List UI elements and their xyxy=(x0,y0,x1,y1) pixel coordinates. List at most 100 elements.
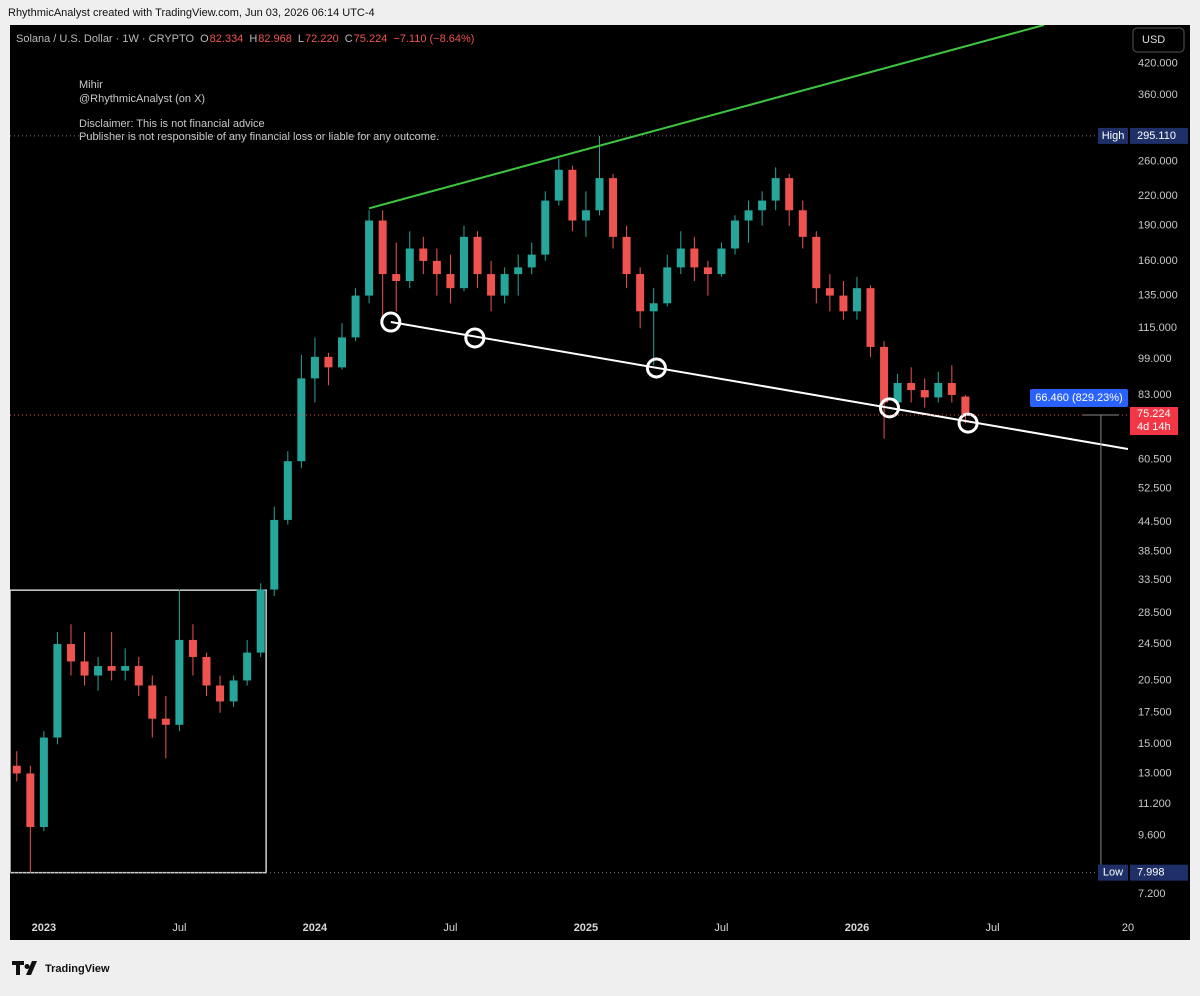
candle-body xyxy=(66,644,75,662)
low-value: 7.998 xyxy=(1137,867,1165,879)
last-price: 75.224 xyxy=(1137,408,1171,420)
candle-body xyxy=(202,656,211,686)
candle-body xyxy=(80,661,89,676)
candle-body xyxy=(907,382,916,391)
candle-body xyxy=(636,274,645,312)
legend-text: O xyxy=(200,33,209,45)
candle-body xyxy=(148,685,157,719)
candle-body xyxy=(283,461,292,520)
low-value-box xyxy=(1130,864,1188,881)
legend-text: H xyxy=(249,33,257,45)
candle-body xyxy=(365,220,374,296)
candle-body xyxy=(880,346,889,403)
y-tick-label: 7.200 xyxy=(1138,888,1166,900)
candle-body xyxy=(961,396,970,416)
candle-body xyxy=(216,685,225,702)
candle-body xyxy=(487,274,496,296)
y-tick-label: 11.200 xyxy=(1138,798,1171,810)
brand-logo xyxy=(12,961,37,975)
y-tick-label: 160.000 xyxy=(1138,255,1178,267)
y-tick-label: 190.000 xyxy=(1138,220,1178,232)
candle-body xyxy=(595,178,604,211)
candle-body xyxy=(473,236,482,275)
legend-text: C xyxy=(345,33,353,45)
note: @RhythmicAnalyst (on X) xyxy=(79,93,205,105)
candle-body xyxy=(825,288,834,296)
candle-body xyxy=(690,248,699,268)
candle-body xyxy=(459,236,468,289)
candle-body xyxy=(324,356,333,368)
y-tick-label: 44.500 xyxy=(1138,516,1172,528)
low-tag xyxy=(1098,864,1128,881)
currency-button[interactable] xyxy=(1132,27,1185,53)
y-tick-label: 38.500 xyxy=(1138,546,1172,558)
y-tick-label: 52.500 xyxy=(1138,482,1172,494)
trendline xyxy=(390,321,1128,450)
x-tick-label: 2024 xyxy=(303,922,328,934)
y-tick-label: 115.000 xyxy=(1138,322,1177,334)
candle-body xyxy=(649,303,658,312)
x-tick-label: 20 xyxy=(1122,922,1134,934)
candle-body xyxy=(541,200,550,255)
candle-body xyxy=(771,178,780,201)
currency: USD xyxy=(1142,34,1165,46)
y-tick-label: 24.500 xyxy=(1138,638,1172,650)
candle-body xyxy=(405,248,414,282)
candle-body xyxy=(798,210,807,237)
y-tick-label: 99.000 xyxy=(1138,353,1172,365)
y-tick-label: 260.000 xyxy=(1138,156,1178,168)
legend-text: −7.110 (−8.64%) xyxy=(393,33,474,45)
x-tick-label: 2025 xyxy=(574,922,598,934)
x-tick-label: 2023 xyxy=(32,922,56,934)
candle-body xyxy=(188,639,197,657)
candle-body xyxy=(229,680,238,702)
candle-body xyxy=(934,382,943,398)
y-tick-label: 83.000 xyxy=(1138,389,1172,401)
measure-label: 66.460 (829.23%) xyxy=(1035,392,1122,404)
y-tick-label: 15.000 xyxy=(1138,738,1172,750)
candle-body xyxy=(419,248,428,261)
candle-body xyxy=(731,220,740,249)
y-tick-label: 420.000 xyxy=(1138,58,1178,70)
candle-body xyxy=(378,220,387,275)
high-value: 295.110 xyxy=(1137,130,1176,142)
legend-text: Solana / U.S. Dollar · 1W · CRYPTO xyxy=(16,33,195,45)
candle-body xyxy=(446,274,455,289)
candle-body xyxy=(94,666,103,676)
x-tick-label: Jul xyxy=(985,922,999,934)
low-tag-label: Low xyxy=(1103,867,1123,879)
candle-body xyxy=(609,178,618,237)
candle-body xyxy=(256,589,265,653)
measure-label-box xyxy=(1030,389,1128,408)
candle-body xyxy=(866,288,875,347)
y-tick-label: 28.500 xyxy=(1138,607,1172,619)
legend-text: 72.220 xyxy=(305,33,339,45)
y-tick-label: 220.000 xyxy=(1138,190,1178,202)
x-tick-label: Jul xyxy=(172,922,186,934)
candle-body xyxy=(744,210,753,221)
candle-body xyxy=(270,519,279,590)
y-tick-label: 60.500 xyxy=(1138,453,1172,465)
brand: TradingView xyxy=(45,963,110,975)
candle-body xyxy=(663,267,672,304)
touch-point xyxy=(380,311,402,333)
candle-body xyxy=(161,718,170,725)
candle-body xyxy=(392,274,401,282)
legend-text: 82.968 xyxy=(258,33,292,45)
candle-body xyxy=(852,288,861,312)
plot xyxy=(10,25,1128,874)
candle-body xyxy=(500,274,509,296)
x-tick-label: Jul xyxy=(443,922,457,934)
candle-body xyxy=(134,666,143,686)
chart-area xyxy=(10,25,1190,940)
x-tick-label: Jul xyxy=(714,922,728,934)
touch-point xyxy=(464,327,486,349)
candle-body xyxy=(527,254,536,268)
candle-body xyxy=(26,773,35,828)
legend-text: 82.334 xyxy=(210,33,244,45)
legend-text: L xyxy=(298,33,304,45)
y-tick-label: 9.600 xyxy=(1138,829,1166,841)
candle-body xyxy=(812,236,821,289)
candle-body xyxy=(514,267,523,275)
